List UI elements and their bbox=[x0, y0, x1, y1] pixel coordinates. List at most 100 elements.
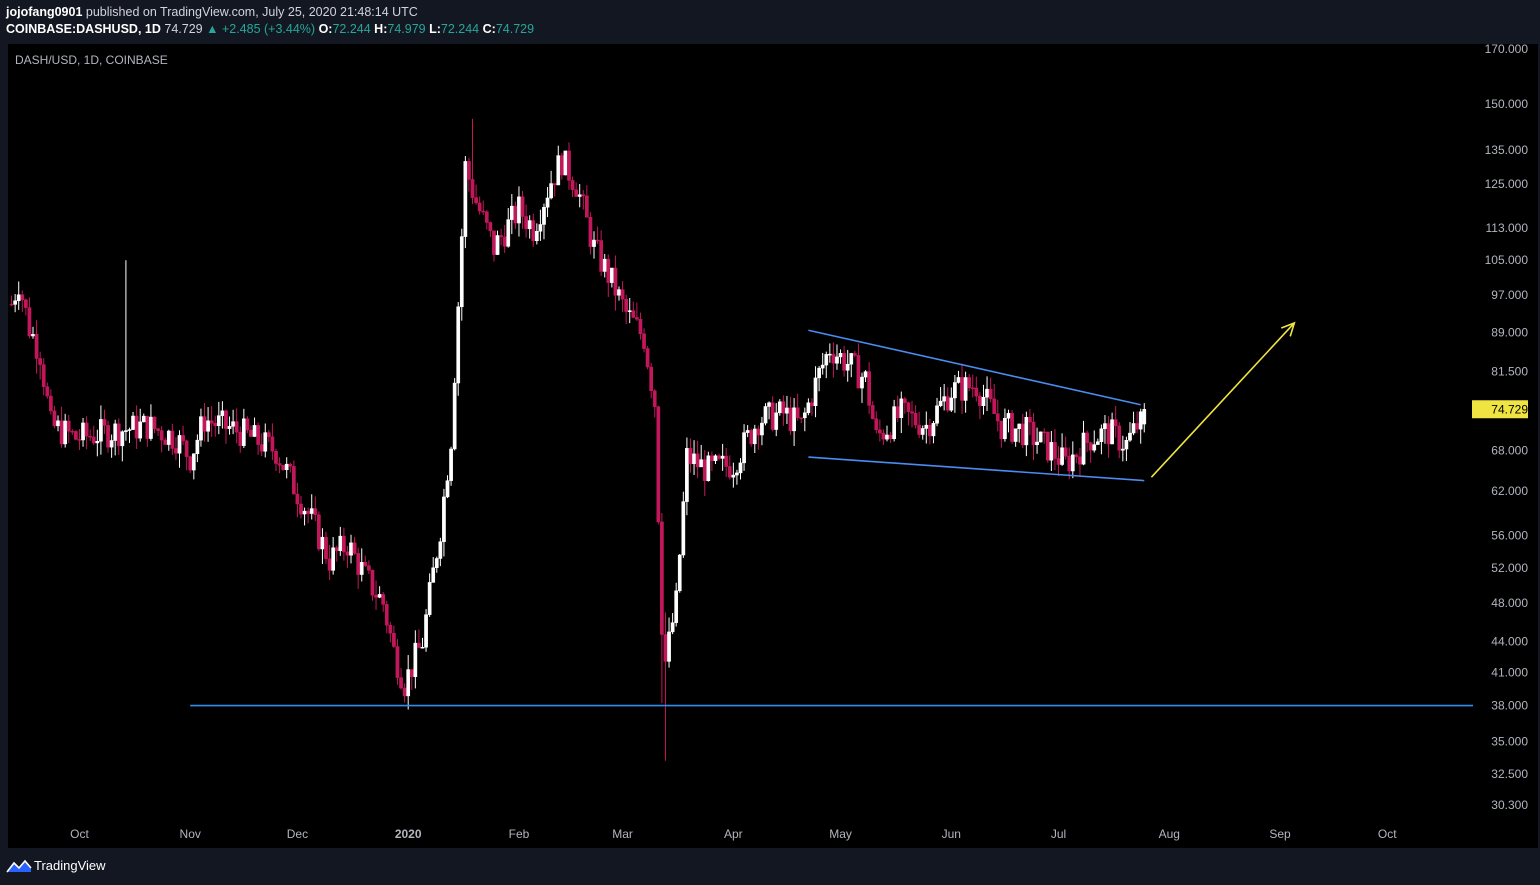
candle-body bbox=[224, 410, 228, 429]
candle-body bbox=[342, 535, 346, 553]
publish-info: jojofang0901 published on TradingView.co… bbox=[6, 5, 418, 19]
candle-body bbox=[1017, 423, 1022, 430]
candle-body bbox=[813, 377, 818, 407]
candle-body bbox=[227, 426, 232, 429]
candle-body bbox=[20, 294, 25, 301]
time-tick: Sep bbox=[1269, 827, 1291, 841]
candle-body bbox=[317, 514, 321, 550]
candle-body bbox=[849, 353, 854, 365]
candle-body bbox=[327, 558, 332, 571]
candle-body bbox=[674, 590, 679, 623]
candle-body bbox=[288, 463, 293, 467]
candle-body bbox=[216, 415, 221, 427]
candle-body bbox=[731, 474, 736, 478]
candle-body bbox=[234, 421, 239, 433]
candle-body bbox=[113, 423, 118, 441]
price-chart[interactable]: DASH/USD, 1D, COINBASE 170.000 150.000 135… bbox=[8, 44, 1538, 848]
candle-body bbox=[159, 430, 164, 441]
candle-body bbox=[1063, 447, 1068, 457]
candle-body bbox=[552, 183, 557, 186]
candle-body bbox=[985, 388, 989, 398]
candle-body bbox=[806, 402, 811, 414]
price-tick: 38.000 bbox=[1491, 699, 1528, 713]
candle-body bbox=[1074, 454, 1079, 458]
candle-body bbox=[688, 448, 693, 465]
price-tick: 44.000 bbox=[1491, 634, 1528, 648]
candle-body bbox=[395, 646, 400, 678]
footer: TradingView bbox=[0, 848, 1540, 885]
candle-body bbox=[320, 536, 325, 550]
candle-body bbox=[502, 236, 507, 247]
candle-body bbox=[820, 364, 825, 369]
candle-body bbox=[266, 432, 271, 438]
candle-body bbox=[881, 432, 886, 440]
candle-body bbox=[824, 354, 829, 366]
candle-body bbox=[120, 431, 125, 447]
candle-body bbox=[542, 206, 546, 225]
candle-body bbox=[449, 448, 453, 481]
candle-body bbox=[938, 400, 943, 407]
candle-body bbox=[953, 382, 957, 399]
candle-body bbox=[306, 510, 310, 514]
candle-body bbox=[781, 401, 786, 414]
open-label: O: bbox=[318, 22, 333, 36]
candle-body bbox=[717, 455, 721, 459]
chart-area[interactable]: DASH/USD, 1D, COINBASE 170.000 150.000 135… bbox=[8, 44, 1538, 848]
candle-body bbox=[838, 353, 843, 358]
tradingview-logo-icon[interactable] bbox=[6, 858, 32, 874]
candle-body bbox=[792, 407, 796, 432]
candle-body bbox=[1106, 423, 1111, 445]
candle-body bbox=[763, 406, 768, 424]
author-name[interactable]: jojofang0901 bbox=[6, 5, 83, 19]
candle-body bbox=[213, 422, 218, 427]
low-value: 72.244 bbox=[440, 22, 480, 36]
candle-body bbox=[534, 231, 539, 242]
candle-body bbox=[131, 415, 135, 430]
candle-body bbox=[388, 624, 393, 634]
price-tick: 150.000 bbox=[1485, 97, 1529, 111]
candle-body bbox=[249, 429, 253, 437]
candle-body bbox=[199, 416, 203, 441]
candle-body bbox=[263, 432, 268, 452]
time-tick: Oct bbox=[1378, 827, 1397, 841]
candle-body bbox=[545, 197, 550, 208]
candle-body bbox=[956, 377, 961, 383]
candle-body bbox=[309, 508, 314, 514]
candle-body bbox=[349, 542, 353, 556]
candle-body bbox=[556, 155, 561, 186]
candle-body bbox=[149, 416, 153, 439]
candle-body bbox=[1120, 448, 1125, 451]
open-value: 72.244 bbox=[332, 22, 371, 36]
candle-body bbox=[77, 439, 82, 441]
candle-body bbox=[38, 358, 43, 365]
tradingview-brand[interactable]: TradingView bbox=[34, 858, 106, 873]
candle-body bbox=[852, 353, 857, 356]
candle-body bbox=[24, 299, 28, 308]
candle-body bbox=[384, 604, 389, 626]
candle-body bbox=[756, 428, 761, 436]
candle-body bbox=[699, 459, 704, 468]
price-tick: 170.000 bbox=[1485, 44, 1529, 56]
candle-body bbox=[116, 423, 121, 447]
candle-body bbox=[1053, 442, 1057, 459]
candle-body bbox=[642, 333, 646, 349]
candle-body bbox=[1006, 413, 1011, 419]
candle-body bbox=[331, 547, 336, 571]
price-tick: 113.000 bbox=[1486, 221, 1529, 235]
candle-body bbox=[1095, 441, 1100, 445]
candle-body bbox=[245, 418, 250, 431]
candle-body bbox=[456, 306, 461, 384]
candle-body bbox=[481, 210, 486, 213]
candle-body bbox=[202, 416, 207, 432]
candle-body bbox=[170, 430, 175, 449]
candle-body bbox=[52, 410, 57, 427]
candle-body bbox=[377, 594, 382, 598]
candle-body bbox=[302, 510, 307, 515]
candle-body bbox=[438, 541, 443, 559]
candle-body bbox=[906, 402, 911, 412]
candle-body bbox=[638, 318, 643, 334]
candle-body bbox=[74, 431, 78, 440]
candle-body bbox=[434, 558, 439, 568]
candle-body bbox=[445, 480, 450, 498]
candle-body bbox=[409, 669, 414, 677]
